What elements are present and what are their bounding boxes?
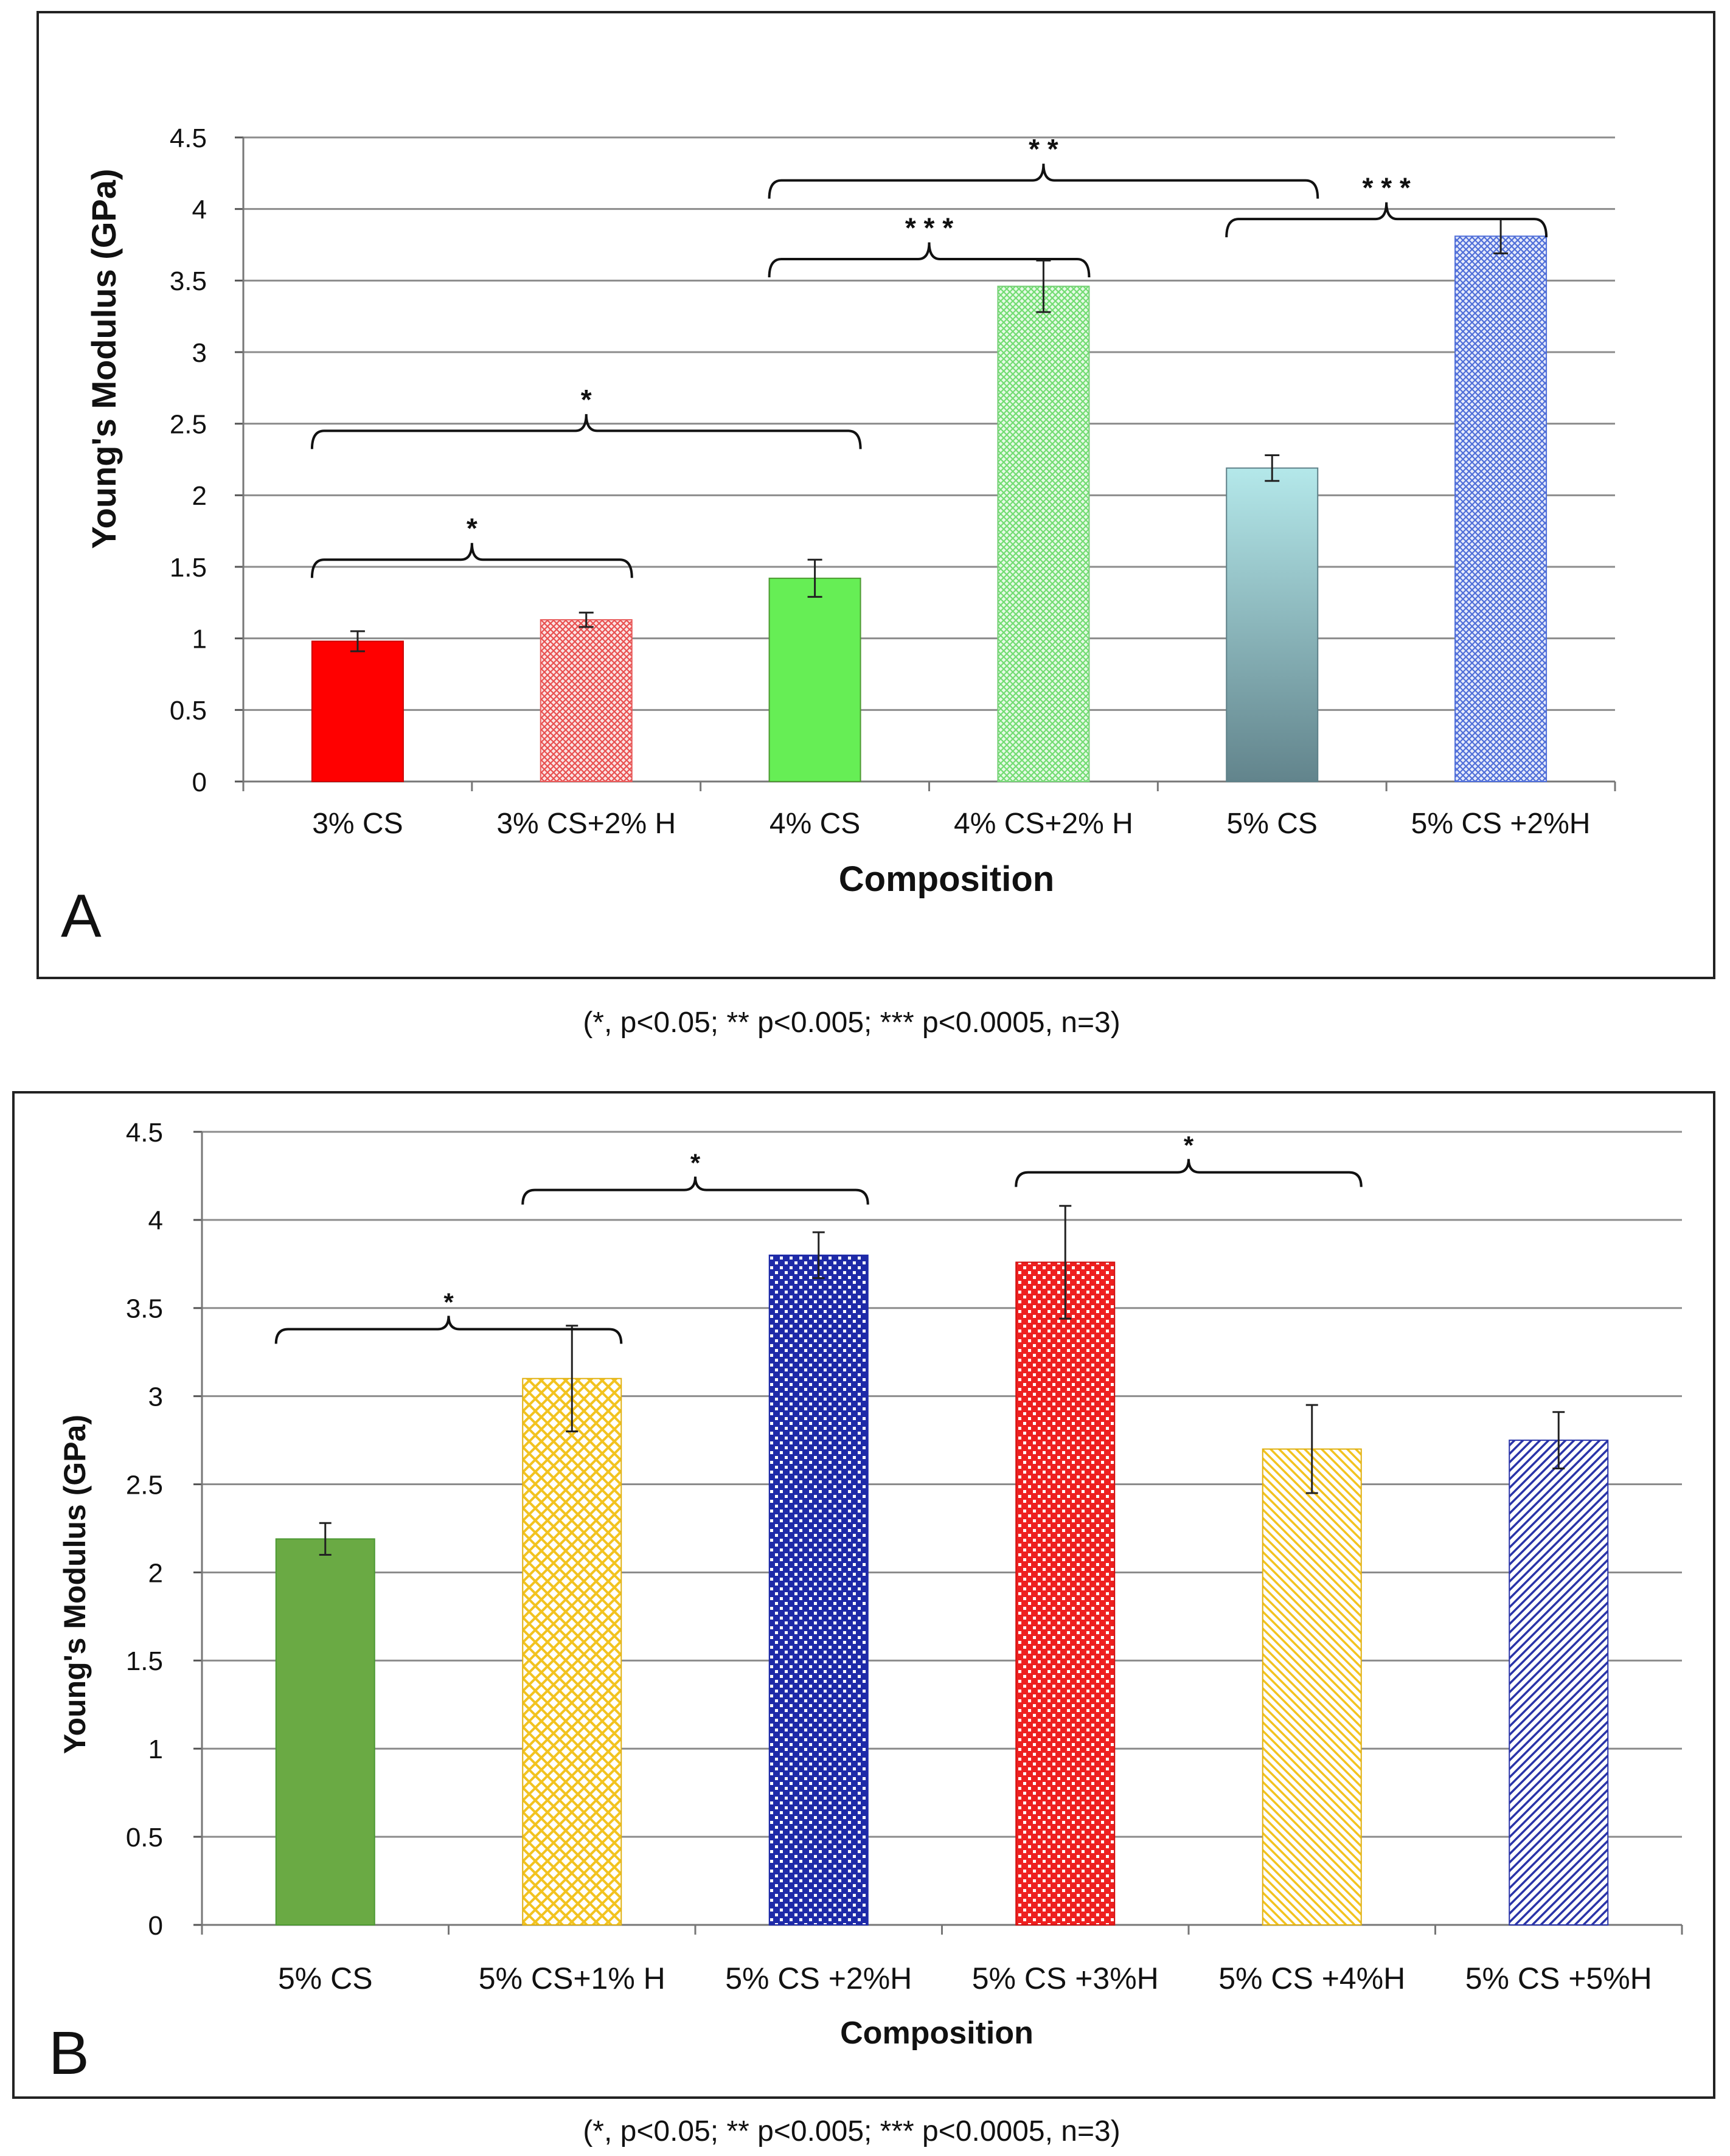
error-bar <box>1265 454 1280 482</box>
panel-a-ylabel: Young's Modulus (GPa) <box>85 168 123 549</box>
category-label: 5% CS +2%H <box>1411 808 1591 840</box>
significance-bracket <box>521 1176 869 1205</box>
panel-a: 0 0.5 1 1.5 2 2.5 3 3.5 4 4.5 3% CS 3% CS+2% H 4% C… <box>36 11 1715 979</box>
y-tick-label: 1 <box>192 625 207 654</box>
bar <box>540 619 633 782</box>
category-label: 4% CS+2% H <box>954 808 1133 840</box>
y-tick-label: 4 <box>148 1206 163 1236</box>
category-label: 5% CS +5%H <box>1465 1961 1652 1995</box>
significance-bracket <box>1225 202 1548 238</box>
category-label: 5% CS <box>1227 808 1318 840</box>
y-tick-label: 0.5 <box>126 1823 163 1853</box>
significance-label: * * <box>1029 133 1058 165</box>
category-label: 4% CS <box>769 808 860 840</box>
y-tick-label: 0 <box>148 1911 163 1941</box>
panel-a-xlabel: Composition <box>839 859 1054 899</box>
y-tick-label: 4 <box>192 195 207 225</box>
panel-a-plot: 3% CS 3% CS+2% H 4% CS 4% CS+2% H 5% CS 5% CS… <box>310 133 1591 840</box>
bar <box>768 577 861 782</box>
category-label: 5% CS +4%H <box>1218 1961 1405 1995</box>
panel-b-plot: 5% CS 5% CS+1% H 5% CS +2%H 5% CS +3%H 5% CS… <box>274 1131 1652 1995</box>
error-bar <box>350 630 365 653</box>
error-bar <box>1036 259 1051 313</box>
bar <box>1226 467 1319 782</box>
error-bar <box>1552 1411 1565 1469</box>
y-tick-label: 1 <box>148 1735 163 1764</box>
error-bar <box>1059 1205 1072 1320</box>
y-tick-label: 3.5 <box>170 266 207 296</box>
error-bar <box>319 1522 332 1556</box>
bar <box>768 1254 869 1925</box>
error-bar <box>566 1325 578 1433</box>
panel-b-label: B <box>49 2019 89 2087</box>
y-tick-label: 4.5 <box>170 123 207 153</box>
y-tick-label: 0 <box>192 768 207 797</box>
category-label: 5% CS +2%H <box>725 1961 912 1995</box>
panel-b: 00.511.522.533.544.5 5% CS 5% CS+1% H 5% C… <box>12 1091 1715 2099</box>
significance-label: * * * <box>905 212 953 244</box>
bar <box>997 285 1090 783</box>
error-bar <box>1305 1404 1318 1494</box>
bar <box>1262 1448 1362 1926</box>
bar <box>1509 1440 1609 1925</box>
bar <box>1454 235 1548 782</box>
error-bar <box>812 1231 825 1280</box>
significance-bracket <box>768 164 1319 199</box>
error-bar <box>578 611 594 628</box>
panel-b-xlabel: Composition <box>840 2016 1033 2051</box>
y-tick-label: 3 <box>192 338 207 368</box>
category-label: 5% CS+1% H <box>479 1961 665 1995</box>
bar <box>311 640 404 782</box>
category-label: 3% CS+2% H <box>496 808 676 840</box>
y-tick-label: 3 <box>148 1382 163 1412</box>
significance-label: * <box>690 1149 701 1177</box>
category-label: 5% CS <box>278 1961 373 1995</box>
y-tick-label: 2.5 <box>126 1470 163 1500</box>
y-tick-label: 2 <box>192 481 207 511</box>
panel-a-label: A <box>61 882 102 950</box>
significance-label: * <box>1184 1131 1194 1160</box>
bar <box>522 1378 622 1926</box>
panel-a-grid: 0 0.5 1 1.5 2 2.5 3 3.5 4 4.5 <box>170 123 1616 797</box>
panel-a-caption: (*, p<0.05; ** p<0.005; *** p<0.0005, n=… <box>583 1007 1120 1039</box>
significance-label: * <box>467 513 478 544</box>
category-label: 3% CS <box>312 808 403 840</box>
significance-bracket <box>1015 1159 1363 1187</box>
category-label: 5% CS +3%H <box>972 1961 1159 1995</box>
significance-label: * <box>443 1288 454 1317</box>
y-tick-label: 4.5 <box>126 1118 163 1148</box>
panel-b-grid: 0 0.5 1 1.5 2 2.5 3 3.5 4 4.5 <box>126 1118 1683 1941</box>
significance-label: * * * <box>1363 172 1411 204</box>
significance-label: * <box>581 384 592 415</box>
y-tick-label: 1.5 <box>126 1646 163 1676</box>
panel-b-caption: (*, p<0.05; ** p<0.005; *** p<0.0005, n=… <box>583 2115 1120 2147</box>
y-tick-label: 3.5 <box>126 1294 163 1324</box>
bar <box>1015 1261 1116 1925</box>
y-tick-label: 0.5 <box>170 696 207 726</box>
panel-b-ylabel: Young's Modulus (GPa) <box>58 1415 92 1754</box>
error-bar <box>807 558 822 598</box>
y-tick-label: 2.5 <box>170 410 207 440</box>
bar <box>275 1538 375 1926</box>
y-tick-label: 2 <box>148 1558 163 1588</box>
y-tick-label: 1.5 <box>170 553 207 583</box>
